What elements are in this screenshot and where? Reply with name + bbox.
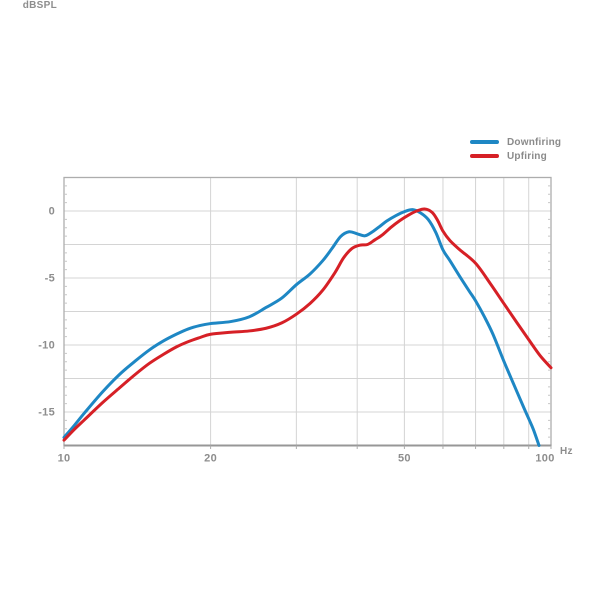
legend-label-downfiring: Downfiring (507, 136, 562, 148)
upfiring-line-swatch (470, 154, 499, 158)
upfiring-curve (62, 207, 553, 442)
x-tick-label: 50 (398, 453, 411, 465)
x-axis-unit-label: Hz (560, 446, 573, 457)
legend-item-upfiring: Upfiring (470, 150, 561, 162)
y-tick-label: -15 (38, 407, 55, 419)
y-tick-label: -10 (38, 340, 55, 352)
x-tick-label: 10 (58, 453, 71, 465)
legend-label-upfiring: Upfiring (507, 150, 547, 162)
downfiring-line-swatch (470, 140, 499, 144)
downfiring-curve (62, 208, 541, 447)
x-tick-label: 100 (535, 453, 554, 465)
y-axis-unit-label: dBSPL (22, 0, 57, 11)
legend: Downfiring Upfiring (470, 136, 562, 162)
y-tick-label: -5 (45, 273, 55, 285)
legend-item-downfiring: Downfiring (470, 136, 562, 148)
y-tick-label: 0 (49, 206, 55, 218)
x-tick-label: 20 (204, 453, 217, 465)
